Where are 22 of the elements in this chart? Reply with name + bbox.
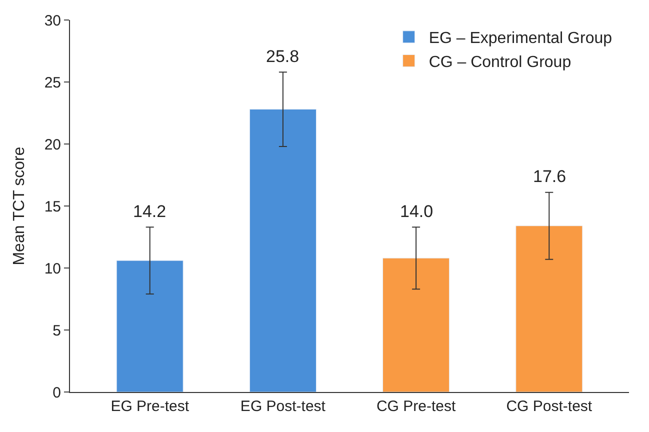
bar	[382, 258, 450, 392]
x-tick-label: CG Post-test	[506, 398, 593, 415]
annotation: 14.0	[400, 202, 434, 221]
annotation: 14.2	[133, 202, 166, 221]
x-tick-label: EG Post-test	[240, 398, 326, 415]
annotation: 17.6	[533, 167, 566, 186]
bar	[249, 109, 316, 392]
bar	[516, 226, 583, 392]
y-tick-label: 0	[52, 384, 61, 402]
y-tick-label: 10	[44, 260, 61, 278]
y-tick-label: 15	[44, 198, 61, 216]
legend-label: CG – Control Group	[428, 54, 572, 71]
legend-label: EG – Experimental Group	[428, 30, 612, 48]
y-tick-label: 20	[44, 136, 61, 154]
y-tick-label: 25	[44, 74, 61, 92]
y-axis-title: Mean TCT score	[11, 146, 28, 266]
bar	[116, 260, 184, 392]
x-tick-label: EG Pre-test	[110, 398, 190, 415]
y-tick-label: 30	[44, 12, 61, 30]
x-tick-label: CG Pre-test	[376, 398, 456, 415]
annotation: 25.8	[266, 47, 300, 66]
y-tick-label: 5	[52, 322, 61, 340]
